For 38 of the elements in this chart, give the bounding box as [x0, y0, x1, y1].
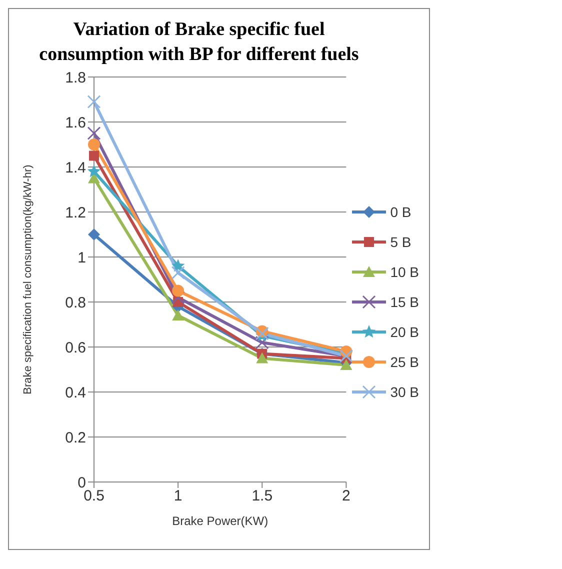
y-tick-label: 1.6 [65, 114, 86, 132]
legend-label: 10 B [390, 264, 419, 280]
point [256, 352, 268, 364]
legend-label: 30 B [390, 384, 419, 400]
chart-title: Variation of Brake specific fuel consumption with BP for different fuels [38, 18, 360, 67]
legend-label: 5 B [390, 234, 412, 250]
y-axis-title: Brake specification fuel consumption(kg/kW-hr) [22, 164, 34, 394]
point [88, 228, 100, 240]
x-tick-label: 0.5 [84, 488, 104, 505]
point [172, 284, 184, 297]
point [87, 164, 101, 178]
y-tick-label: 0.6 [65, 339, 86, 356]
y-tick-label: 0.2 [65, 429, 86, 446]
point [171, 290, 185, 304]
y-tick-label: 1.8 [65, 69, 86, 86]
legend-label: 25 B [390, 354, 419, 370]
legend-label: 15 B [390, 294, 419, 310]
legend-label: 20 B [390, 324, 419, 340]
y-tick-label: 1.4 [65, 159, 86, 176]
legend-label: 0 B [390, 204, 412, 220]
point [172, 310, 184, 320]
y-tick-label: 0 [78, 474, 86, 492]
point [87, 95, 101, 108]
y-tick-label: 1.2 [65, 204, 86, 222]
y-tick-label: 0.8 [65, 294, 86, 312]
y-tick-label: 1 [78, 249, 86, 266]
x-tick-label: 1 [174, 488, 182, 505]
point [171, 266, 185, 280]
x-axis-title: Brake Power(KW) [172, 514, 268, 528]
point [340, 359, 352, 370]
x-tick-label: 2 [342, 488, 350, 505]
point [87, 126, 101, 140]
point [89, 150, 99, 161]
x-tick-label: 1.5 [252, 488, 273, 505]
point [255, 336, 269, 350]
point [171, 259, 185, 272]
y-tick-label: 0.4 [65, 384, 86, 402]
point [88, 138, 100, 150]
